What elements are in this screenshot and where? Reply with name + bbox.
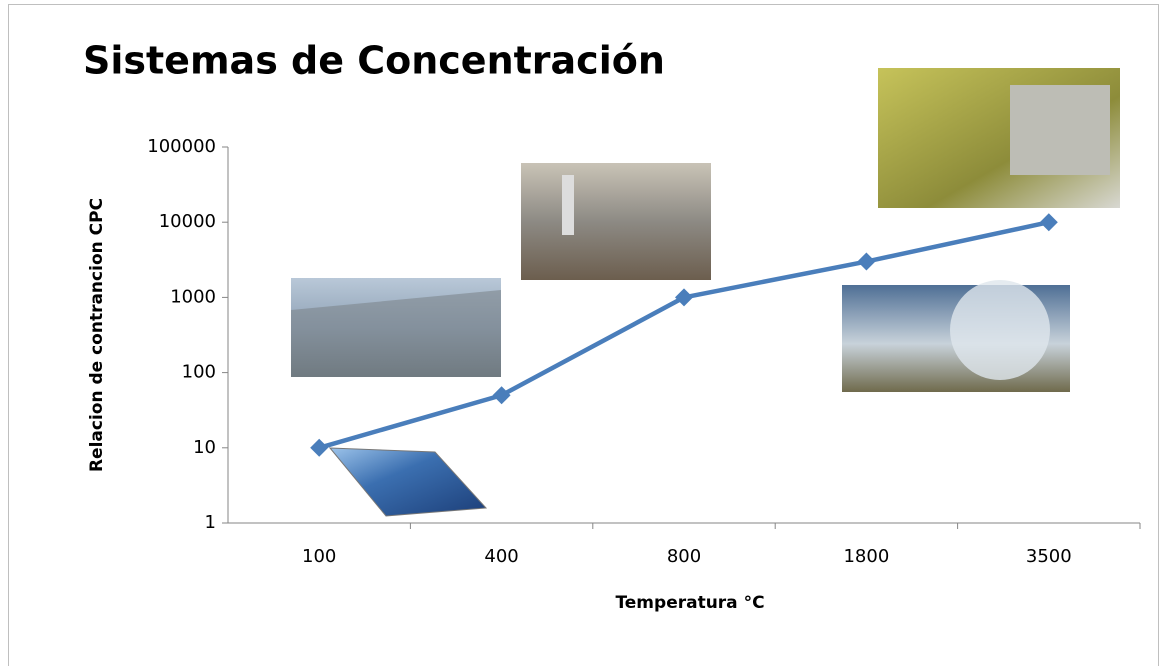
y-axis-label: Relacion de contrancion CPC [87,198,107,472]
y-tick-label: 1000 [170,286,216,307]
x-tick-label: 400 [484,546,518,567]
y-tick-label: 1 [205,512,216,533]
marker [493,386,511,404]
building-shape [1010,85,1110,175]
dish-shape [950,280,1050,380]
chart-title: Sistemas de Concentración [83,39,665,83]
x-tick-label: 3500 [1026,546,1072,567]
tower-shape [562,175,574,235]
x-axis-label: Temperatura °C [615,593,764,613]
y-tick-label: 10000 [159,211,216,232]
marker [675,288,693,306]
chart: Sistemas de Concentración Temperatura °C… [0,0,1167,666]
marker [1040,213,1058,231]
y-tick-label: 100000 [147,136,216,157]
x-tick-label: 1800 [843,546,889,567]
y-tick-label: 100 [182,362,216,383]
tower-photo [521,163,711,280]
x-tick-label: 800 [667,546,701,567]
panel-photo [330,448,486,516]
x-tick-label: 100 [302,546,336,567]
y-tick-label: 10 [193,437,216,458]
page: {"chart_data": {"type": "line", "title":… [0,0,1167,666]
marker [310,439,328,457]
marker [857,253,875,271]
